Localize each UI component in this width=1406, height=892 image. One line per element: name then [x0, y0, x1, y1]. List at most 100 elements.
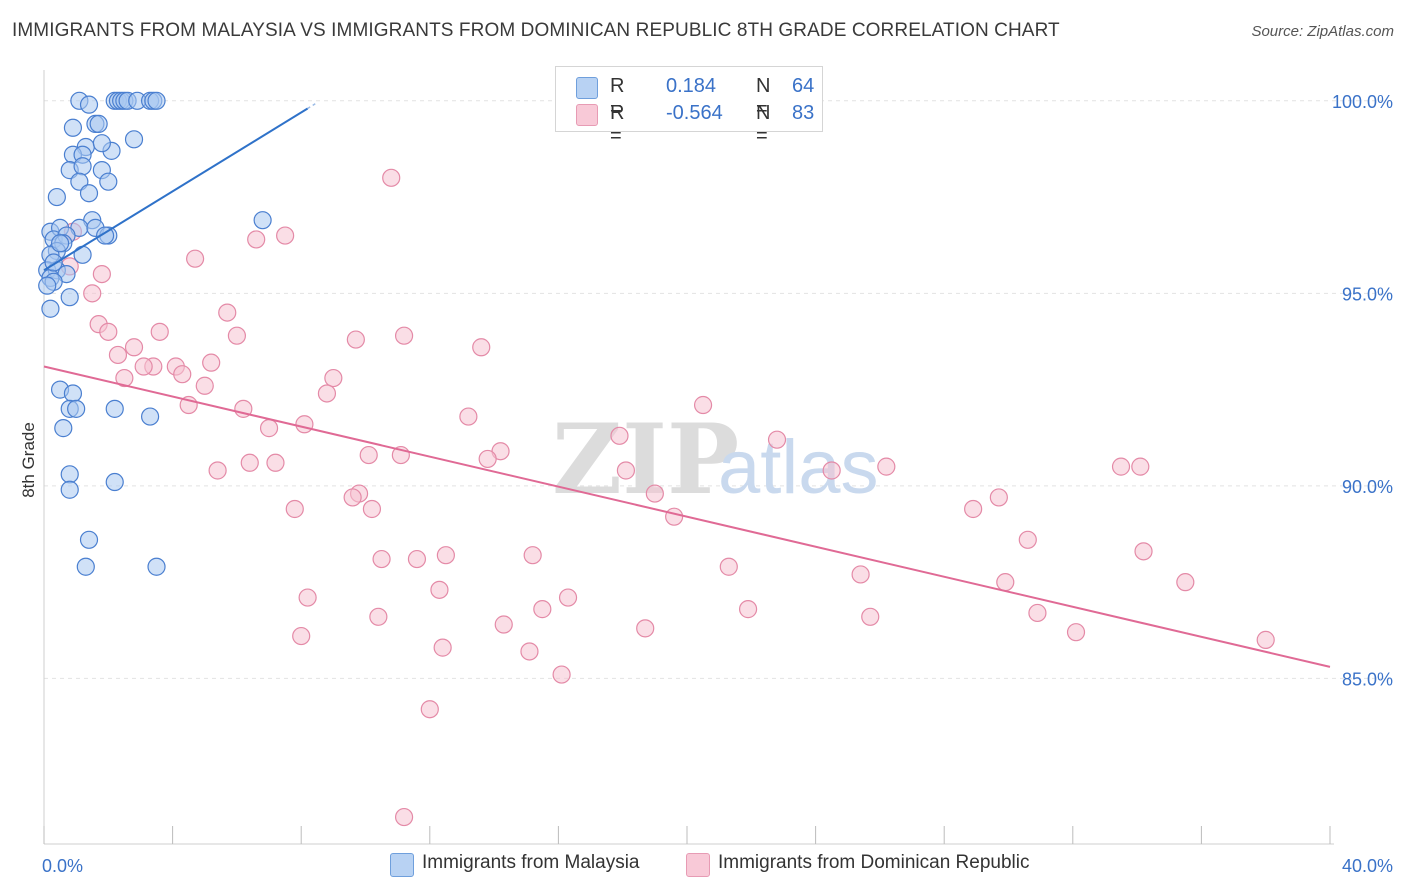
dominican-point	[693, 395, 713, 415]
dominican-point	[478, 449, 497, 469]
malaysia-point	[124, 130, 144, 149]
y-tick-label: 95.0%	[1342, 284, 1393, 304]
dominican-point	[134, 357, 153, 376]
trend-lines	[43, 102, 1331, 668]
malaysia-point	[63, 384, 83, 403]
malaysia-point	[73, 245, 92, 264]
dominican-point	[195, 376, 214, 395]
legend-r-value-dominican: -0.564	[666, 102, 723, 124]
malaysia-point	[89, 114, 108, 134]
malaysia-point	[105, 399, 124, 418]
dominican-point	[292, 626, 311, 646]
dominican-point	[430, 580, 449, 599]
malaysia-point	[147, 91, 166, 110]
malaysia-point	[73, 157, 92, 176]
dominican-point	[459, 407, 478, 426]
dominican-point	[645, 484, 664, 503]
dominican-point	[298, 588, 317, 607]
dominican-point	[150, 322, 169, 341]
malaysia-point	[92, 134, 111, 153]
dominican-point	[533, 600, 552, 619]
legend-r-label: R =	[610, 102, 625, 147]
dominican-point	[996, 573, 1015, 592]
malaysia-point	[41, 299, 60, 318]
watermark-atlas: atlas	[718, 425, 879, 510]
chart-title: IMMIGRANTS FROM MALAYSIA VS IMMIGRANTS F…	[12, 20, 1060, 41]
malaysia-point	[76, 557, 95, 576]
dominican-point	[738, 600, 758, 619]
dominican-point	[240, 453, 259, 472]
malaysia-point	[38, 276, 57, 295]
dominican-point	[1256, 630, 1275, 650]
tick-labels: 100.0% 95.0% 90.0% 85.0% 0.0% 40.0%	[42, 92, 1393, 876]
watermark-zip: ZIP	[552, 403, 739, 516]
dominican-point	[523, 546, 542, 565]
legend-n-value-dominican: 83	[792, 102, 815, 124]
dominican-point	[861, 607, 880, 626]
dominican-point	[394, 807, 414, 827]
dominican-point	[92, 264, 111, 284]
dominican-point	[665, 507, 684, 526]
dominican-point	[719, 557, 738, 576]
dominican-point	[372, 549, 391, 569]
bottom-legend-label-dominican: Immigrants from Dominican Republic	[718, 852, 1030, 873]
dominican-point	[433, 638, 452, 657]
dominican-point	[472, 338, 491, 357]
dominican-point	[108, 345, 128, 365]
dominican-point	[964, 499, 983, 519]
malaysia-point	[99, 172, 118, 191]
dominican-point	[420, 700, 439, 719]
bottom-legend-label-malaysia: Immigrants from Malaysia	[422, 852, 640, 873]
dominican-point	[99, 322, 118, 341]
dominican-point	[407, 549, 427, 569]
dominican-point	[1134, 542, 1153, 561]
axes	[43, 70, 1334, 845]
malaysia-point	[95, 226, 115, 245]
dominican-point	[362, 499, 382, 519]
correlation-legend: R = 0.184 N = 64 R = -0.564 N = 83	[555, 66, 823, 147]
legend-n-label: N =	[756, 102, 771, 147]
malaysia-point	[79, 530, 99, 549]
dominican-point	[636, 619, 655, 638]
legend-n-value-malaysia: 64	[792, 75, 815, 97]
grid-lines	[44, 100, 1390, 679]
dominican-point	[285, 499, 304, 519]
malaysia-point	[60, 465, 79, 484]
dominican-point	[610, 426, 629, 445]
dominican-point	[552, 665, 571, 684]
dominican-point	[369, 607, 388, 626]
dominican-point	[616, 461, 636, 480]
source-label: Source: ZipAtlas.com	[1251, 23, 1394, 40]
dominican-point	[173, 365, 192, 384]
dominican-point	[1111, 457, 1131, 476]
series-malaysia-points	[38, 91, 272, 576]
dominican-point	[822, 461, 841, 480]
malaysia-point	[60, 288, 79, 307]
malaysia-point	[147, 557, 166, 576]
legend-swatch-dominican	[576, 104, 598, 126]
dominican-point	[989, 488, 1008, 507]
dominican-point	[83, 284, 102, 303]
dominican-trend-line	[43, 365, 1331, 668]
bottom-legend-swatch-malaysia	[390, 853, 414, 877]
series-dominican-points	[60, 168, 1275, 827]
y-tick-label: 90.0%	[1342, 477, 1393, 497]
dominican-point	[124, 338, 144, 357]
x-tick-label: 0.0%	[42, 856, 83, 876]
dominican-point	[343, 488, 362, 507]
dominican-point	[1066, 623, 1086, 642]
dominican-point	[202, 353, 221, 372]
dominican-point	[877, 457, 896, 476]
dominican-point	[317, 384, 337, 403]
dominican-point	[115, 368, 134, 388]
malaysia-point	[63, 118, 83, 137]
dominican-point	[276, 226, 295, 245]
dominican-point	[295, 415, 314, 434]
y-axis-label: 8th Grade	[19, 422, 38, 498]
dominican-point	[259, 419, 279, 438]
dominican-point	[227, 326, 246, 345]
bottom-legend-swatch-dominican	[686, 853, 710, 877]
malaysia-point	[60, 480, 79, 499]
dominican-point	[1018, 530, 1037, 549]
